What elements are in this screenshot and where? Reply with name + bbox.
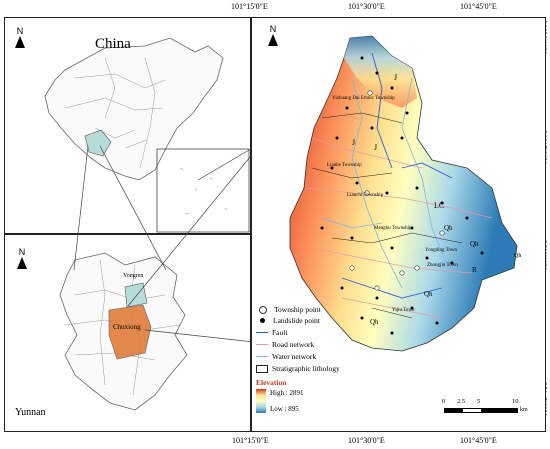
chuxiong-label: Chuxiong bbox=[113, 323, 141, 331]
china-title: China bbox=[95, 36, 131, 52]
north-arrow-icon bbox=[268, 34, 278, 46]
legend-label: Road network bbox=[272, 340, 315, 349]
scale-tick-1: 2.5 bbox=[457, 398, 466, 405]
coord-top-2: 101°30'0"E bbox=[348, 2, 385, 11]
main-north-arrow: N bbox=[268, 24, 278, 46]
strat-box-icon bbox=[256, 364, 268, 373]
litho-label-lc: LC bbox=[434, 201, 445, 210]
yunnan-north-arrow: N bbox=[17, 247, 27, 269]
coord-top-1: 101°15'0"E bbox=[231, 2, 268, 11]
legend-item-township: Township point bbox=[256, 305, 321, 314]
north-label: N bbox=[16, 26, 24, 36]
legend-label: Water network bbox=[272, 352, 317, 361]
north-arrow-icon bbox=[17, 257, 27, 269]
litho-label-qh2: Qh bbox=[470, 240, 479, 248]
yunnan-title: Yunnan bbox=[15, 407, 46, 418]
coord-top-3: 101°45'0"E bbox=[460, 2, 497, 11]
litho-label-j1: J bbox=[352, 138, 356, 147]
scale-bar: 0 2.5 5 10 km bbox=[442, 398, 544, 418]
map-label-yijiu: Yijiu Town bbox=[392, 308, 415, 313]
legend-label: Landslide point bbox=[273, 316, 320, 325]
china-panel: China N bbox=[4, 17, 251, 234]
yunnan-panel: Yunnan Yongren Chuxiong N bbox=[4, 234, 251, 432]
map-label-lianchi: Lianchi Township bbox=[347, 193, 384, 198]
coord-bottom-3: 101°45'0"E bbox=[460, 436, 497, 445]
map-label-menghu: Menghu Township bbox=[374, 226, 412, 231]
litho-label-qh5: Qh bbox=[514, 253, 522, 259]
china-north-arrow: N bbox=[15, 26, 25, 48]
map-label-lianhe: Lianhe Township bbox=[327, 163, 362, 168]
litho-label-qh4: Qh bbox=[370, 318, 379, 326]
scale-unit: km bbox=[520, 407, 528, 413]
water-line-icon bbox=[256, 356, 268, 357]
legend-item-water: Water network bbox=[256, 352, 316, 361]
litho-label-qh1: Qh bbox=[444, 224, 453, 232]
legend-item-landslide: Landslide point bbox=[256, 316, 320, 325]
litho-label-r: R bbox=[472, 266, 477, 274]
legend-label: Stratigraphic lithology bbox=[272, 364, 340, 373]
elevation-title: Elevation bbox=[256, 378, 287, 387]
elevation-gradient bbox=[256, 389, 266, 413]
legend: Township point Landslide point Fault Roa… bbox=[256, 305, 376, 425]
legend-item-strat: Stratigraphic lithology bbox=[256, 364, 340, 373]
legend-item-fault: Fault bbox=[256, 328, 287, 337]
litho-label-qh3: Qh bbox=[424, 290, 433, 298]
coord-bottom-1: 101°15'0"E bbox=[232, 436, 269, 445]
fault-line-icon bbox=[256, 332, 268, 333]
map-label-yizhuang: Yizhuang Dai Ethnic Township bbox=[332, 96, 395, 101]
township-point-icon bbox=[259, 305, 267, 314]
elevation-low: Low : 895 bbox=[270, 405, 299, 413]
yunnan-map bbox=[59, 252, 188, 411]
north-label: N bbox=[18, 247, 26, 257]
north-label: N bbox=[269, 24, 277, 34]
yongren-label: Yongren bbox=[123, 273, 144, 279]
landslide-point-icon bbox=[260, 318, 265, 323]
map-label-yongding: Yongding Town bbox=[425, 248, 457, 253]
scale-tick-3: 10 bbox=[512, 398, 519, 405]
legend-label: Township point bbox=[274, 305, 321, 314]
elevation-high: High : 2891 bbox=[270, 389, 304, 397]
scale-bar-graphic bbox=[444, 408, 518, 413]
litho-label-j3: J bbox=[394, 73, 398, 82]
legend-item-road: Road network bbox=[256, 340, 314, 349]
legend-label: Fault bbox=[272, 328, 288, 337]
north-arrow-icon bbox=[15, 36, 25, 48]
road-line-icon bbox=[256, 344, 268, 345]
litho-label-j2: J bbox=[374, 143, 378, 152]
scale-tick-2: 5 bbox=[477, 398, 481, 405]
main-map-panel: Yongding Town Yizhuang Dai Ethnic Townsh… bbox=[251, 17, 546, 432]
scale-tick-0: 0 bbox=[442, 398, 446, 405]
elevation-map bbox=[289, 35, 518, 352]
map-label-zhongjiu: Zhongjiu Town bbox=[427, 263, 458, 268]
coord-bottom-2: 101°30'0"E bbox=[348, 436, 385, 445]
